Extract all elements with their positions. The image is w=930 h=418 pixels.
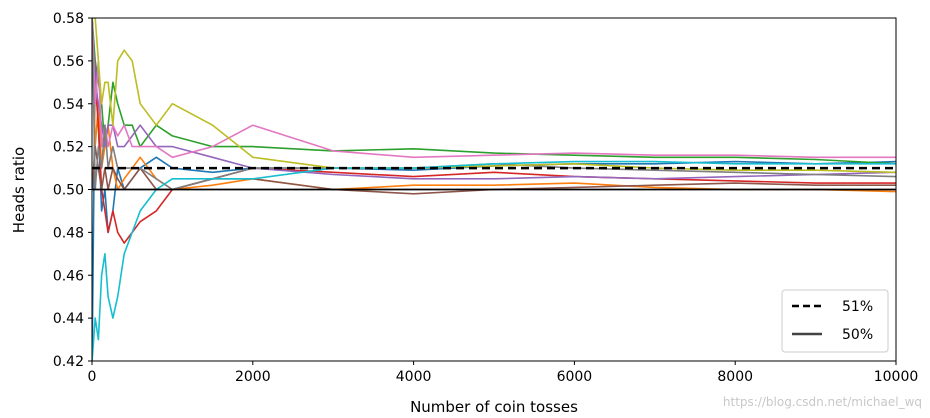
series-line-3	[92, 18, 896, 165]
series-line-4	[92, 18, 896, 244]
y-axis-label: Heads ratio	[10, 147, 28, 233]
x-tick-label: 8000	[717, 369, 753, 385]
legend-label-51: 51%	[842, 299, 873, 315]
series-line-1	[92, 60, 896, 361]
y-tick-label: 0.56	[53, 54, 84, 70]
series-line-9	[92, 18, 896, 174]
legend: 51% 50%	[781, 289, 889, 353]
legend-label-50: 50%	[842, 327, 873, 343]
series-line-7	[92, 18, 896, 159]
reference-lines	[92, 166, 896, 191]
x-axis-label: Number of coin tosses	[410, 398, 578, 416]
x-tick-label: 4000	[396, 369, 432, 385]
x-tick-label: 2000	[235, 369, 271, 385]
y-tick-label: 0.48	[53, 225, 84, 241]
x-tick-label: 6000	[557, 369, 593, 385]
y-tick-label: 0.58	[53, 11, 84, 27]
y-tick-label: 0.50	[53, 183, 84, 199]
y-tick-label: 0.52	[53, 140, 84, 156]
y-tick-label: 0.54	[53, 97, 84, 113]
x-axis: 0 2000 4000 6000 8000 10000	[88, 361, 919, 385]
watermark: https://blog.csdn.net/michael_wq	[723, 395, 922, 409]
y-tick-label: 0.46	[53, 268, 84, 284]
x-tick-label: 10000	[874, 369, 919, 385]
y-tick-label: 0.42	[53, 354, 84, 370]
x-tick-label: 0	[88, 369, 97, 385]
y-tick-label: 0.44	[53, 311, 84, 327]
y-axis: 0.42 0.44 0.46 0.48 0.50 0.52 0.54 0.56 0.58	[53, 11, 92, 370]
series-line-10	[92, 160, 896, 361]
